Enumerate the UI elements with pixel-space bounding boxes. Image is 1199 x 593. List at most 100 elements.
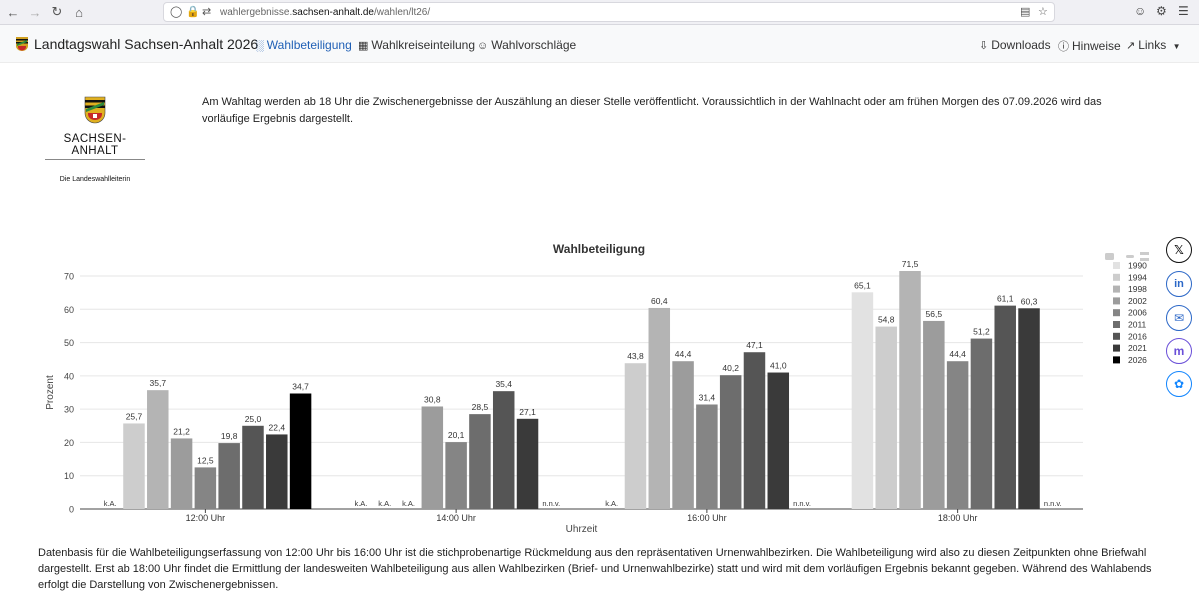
nav-wahlvorschlaege[interactable]: ☺ Wahlvorschläge [477,38,577,52]
forward-icon[interactable]: → [28,4,42,20]
data-label: 54,8 [878,315,895,325]
email-share-icon[interactable]: ✉ [1166,305,1192,331]
turnout-chart: Wahlbeteiligung 0 10 20 30 40 50 60 70 Prozent Uh… [40,236,1150,542]
logo-divider [45,159,145,160]
account-icon[interactable]: ☺ [1134,4,1147,18]
bar-2006 [946,361,969,509]
legend-label: 2016 [1128,331,1147,341]
coat-of-arms-icon [16,37,28,51]
bar-1990 [851,292,874,509]
site-header: Landtagswahl Sachsen-Anhalt 2026 ░ Wahlbe… [0,25,1199,63]
url-bar[interactable]: ◯ 🔒 ⇄ wahlergebnisse.sachsen-anhalt.de/w… [163,2,1055,22]
legend-label: 1998 [1128,284,1147,294]
x-tick-label: 18:00 Uhr [938,513,978,523]
bar-1998 [899,271,921,509]
x-tick-label: 14:00 Uhr [436,513,476,523]
bar-2016 [492,391,515,509]
data-label: 21,2 [173,426,190,436]
y-tick-label: 70 [64,272,74,282]
bar-chart-icon: ░ [256,40,264,52]
info-icon: ⓘ [1058,41,1069,53]
data-label: 22,4 [269,422,286,432]
data-label: n.n.v. [542,499,560,508]
data-label: 41,0 [770,361,787,371]
intro-text: Am Wahltag werden ab 18 Uhr die Zwischen… [202,96,1102,125]
x-tick-label: 16:00 Uhr [687,513,727,523]
back-icon[interactable]: ← [6,4,20,20]
legend-swatch-2026 [1113,356,1120,364]
home-icon[interactable]: ⌂ [75,4,83,20]
legend-label: 2026 [1128,355,1147,365]
data-label: k.A. [378,499,391,508]
mastodon-share-icon[interactable]: m [1166,338,1192,364]
bar-2021 [516,418,539,509]
y-tick-label: 0 [69,505,74,515]
chevron-down-icon: ▼ [1172,42,1181,51]
shield-icon[interactable]: ◯ [170,6,183,18]
browser-toolbar: ← → ↻ ⌂ ◯ 🔒 ⇄ wahlergebnisse.sachsen-anh… [0,0,1199,25]
bar-2011 [970,338,993,509]
site-brand[interactable]: Landtagswahl Sachsen-Anhalt 2026 [16,36,258,52]
bar-2002 [923,320,945,509]
bar-2006 [696,404,718,509]
bar-2006 [445,442,467,509]
data-label: 19,8 [221,431,238,441]
legend-label: 1994 [1128,272,1147,282]
data-label: k.A. [605,499,618,508]
data-label: 28,5 [472,402,489,412]
map-icon: ▦ [358,40,369,52]
nav-links[interactable]: ↗ Links ▼ [1126,38,1181,52]
bar-2006 [194,467,217,509]
x-share-icon[interactable]: 𝕏 [1166,237,1192,263]
bar-1994 [624,363,647,509]
data-label: 51,2 [973,327,990,337]
data-label: k.A. [354,499,367,508]
legend-swatch-2011 [1113,321,1120,328]
data-label: 47,1 [746,340,763,350]
bookmark-star-icon[interactable]: ☆ [1038,6,1048,18]
data-label: 60,4 [651,296,668,306]
bar-1994 [875,326,897,509]
x-axis-title: Uhrzeit [566,524,598,535]
download-icon: ⇩ [979,40,989,52]
legend-swatch-2002 [1113,297,1120,305]
extensions-icon[interactable]: ⚙ [1156,4,1167,18]
bar-2021 [1018,308,1040,509]
bar-2021 [767,372,790,509]
url-text: wahlergebnisse.sachsen-anhalt.de/wahlen/… [220,7,431,18]
nav-wahlkreiseinteilung[interactable]: ▦ Wahlkreiseinteilung [358,38,476,52]
logo-subtitle: Die Landeswahlleiterin [59,176,131,183]
data-label: 71,5 [902,259,919,269]
reload-icon[interactable]: ↻ [51,4,63,19]
y-axis-title: Prozent [45,375,56,410]
data-label: k.A. [104,499,117,508]
permissions-icon[interactable]: ⇄ [202,6,212,18]
data-label: 65,1 [854,280,871,290]
y-tick-label: 20 [64,438,74,448]
bar-2002 [170,438,193,509]
state-logo: SACHSEN-ANHALT Die Landeswahlleiterin [43,96,147,183]
lock-icon[interactable]: 🔒 [186,6,200,18]
data-label: 43,8 [627,351,644,361]
nav-wahlbeteiligung[interactable]: ░ Wahlbeteiligung [256,38,352,52]
data-label: 30,8 [424,394,441,404]
linkedin-share-icon[interactable]: in [1166,271,1192,297]
reader-view-icon[interactable]: ▤ [1020,6,1031,18]
bluesky-share-icon[interactable]: ✿ [1166,371,1192,397]
camera-icon [1105,253,1114,260]
bar-2011 [469,414,491,509]
legend-label: 2006 [1128,308,1147,318]
data-label: 44,4 [675,349,692,359]
chart-svg: 0 10 20 30 40 50 60 70 Prozent Uhrzeit 12:00 Uhr k.… [45,252,1149,535]
menu-icon[interactable]: ☰ [1178,4,1189,18]
nav-hinweise[interactable]: ⓘ Hinweise [1058,39,1121,53]
data-label: 40,2 [722,363,739,373]
legend-swatch-1990 [1113,262,1120,269]
legend-label: 1990 [1128,261,1147,271]
bar-1998 [147,390,169,509]
bar-2016 [994,305,1016,509]
data-label: 60,3 [1021,296,1038,306]
data-label: 61,1 [997,294,1014,304]
nav-downloads[interactable]: ⇩ Downloads [979,38,1051,52]
legend-label: 2021 [1128,343,1147,353]
